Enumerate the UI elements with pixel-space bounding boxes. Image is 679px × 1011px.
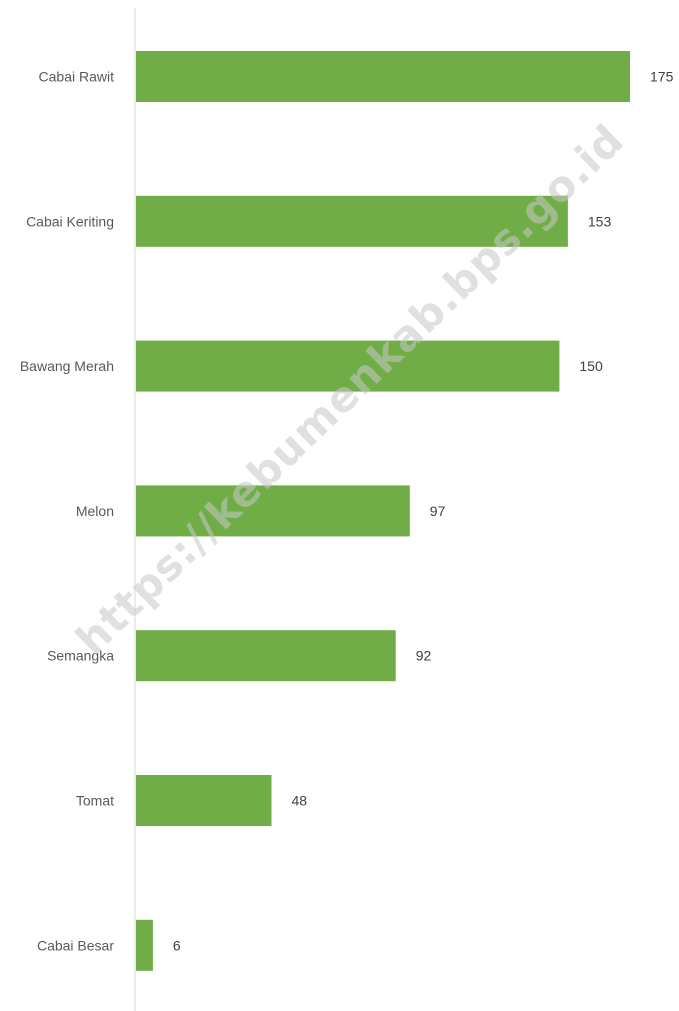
category-label-0: Cabai Rawit <box>39 69 115 85</box>
data-label-5: 48 <box>292 793 308 809</box>
category-label-5: Tomat <box>76 793 114 809</box>
bar-3 <box>136 485 410 537</box>
category-label-6: Cabai Besar <box>37 937 114 953</box>
category-label-3: Melon <box>76 503 114 519</box>
bar-4 <box>136 630 396 682</box>
data-label-4: 92 <box>416 648 432 664</box>
category-label-4: Semangka <box>47 648 114 664</box>
bar-5 <box>136 775 272 826</box>
data-label-2: 150 <box>579 358 603 374</box>
data-label-3: 97 <box>430 503 446 519</box>
bar-0 <box>136 51 630 102</box>
bar-1 <box>136 195 568 247</box>
labels-layer: Cabai Rawit 175 Cabai Keriting 153 Bawang Me… <box>20 69 674 954</box>
bars-layer <box>136 51 630 971</box>
data-label-6: 6 <box>173 937 181 953</box>
category-label-1: Cabai Keriting <box>26 213 114 229</box>
bar-2 <box>136 340 560 392</box>
data-label-0: 175 <box>650 69 674 85</box>
bar-6 <box>136 919 153 971</box>
category-label-2: Bawang Merah <box>20 358 114 374</box>
data-label-1: 153 <box>588 213 612 229</box>
